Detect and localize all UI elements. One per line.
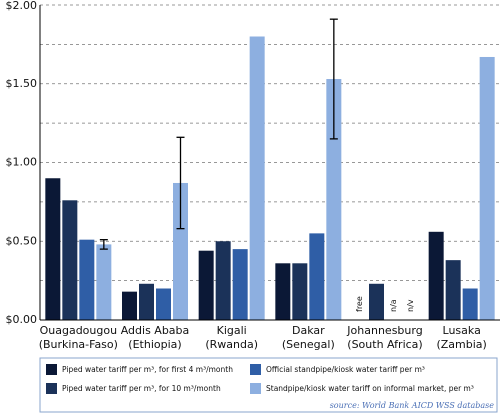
bar: [479, 56, 495, 320]
legend-label: Piped water tariff per m³, for 10 m³/mon…: [62, 384, 221, 393]
y-tick-label: $1.50: [6, 77, 38, 90]
legend-swatch: [250, 383, 261, 394]
x-tick-label: (Senegal): [282, 338, 335, 351]
bar: [96, 244, 112, 320]
x-tick-label: (Burkina-Faso): [39, 338, 118, 351]
bar: [173, 182, 188, 320]
legend-swatch: [46, 383, 57, 394]
legend-swatch: [250, 364, 261, 375]
bar: [79, 239, 95, 320]
legend-label: Standpipe/kiosk water tariff on informal…: [266, 384, 474, 393]
bar: [369, 283, 384, 320]
x-tick-label: (South Africa): [347, 338, 422, 351]
bar: [139, 283, 154, 320]
value-label: free: [355, 296, 364, 312]
x-tick-label: Lusaka: [443, 324, 481, 337]
legend-label: Piped water tariff per m³, for first 4 m…: [62, 365, 233, 374]
legend-box: [39, 357, 498, 413]
bar: [198, 250, 214, 320]
bar: [249, 36, 265, 320]
x-tick-label: Ouagadougou: [40, 324, 117, 337]
y-tick-label: $0.50: [6, 234, 38, 247]
bar: [62, 200, 78, 320]
value-label: n/a: [389, 299, 398, 312]
x-tick-label: (Rwanda): [205, 338, 258, 351]
bar: [232, 249, 248, 320]
legend-label: Official standpipe/kiosk water tariff pe…: [266, 365, 425, 374]
bar: [462, 288, 478, 320]
bar: [309, 233, 325, 320]
bar: [45, 178, 61, 320]
source-note: source: World Bank AICD WSS database: [330, 401, 495, 410]
bar: [292, 263, 308, 320]
x-tick-label: Dakar: [292, 324, 325, 337]
y-tick-label: $1.00: [6, 156, 38, 169]
bar: [428, 231, 444, 320]
bar: [215, 241, 231, 320]
bar: [275, 263, 291, 320]
x-tick-label: (Ethiopia): [128, 338, 181, 351]
y-tick-label: $0.00: [6, 313, 38, 326]
x-tick-label: (Zambia): [436, 338, 486, 351]
bar: [445, 260, 461, 320]
legend-swatch: [46, 364, 57, 375]
x-tick-label: Kigali: [217, 324, 247, 337]
value-label: n/v: [406, 299, 415, 312]
x-tick-label: Addis Ababa: [121, 324, 190, 337]
bar: [156, 288, 171, 320]
x-tick-label: Johannesburg: [346, 324, 422, 337]
bar: [122, 291, 137, 320]
y-tick-label: $2.00: [6, 0, 38, 12]
